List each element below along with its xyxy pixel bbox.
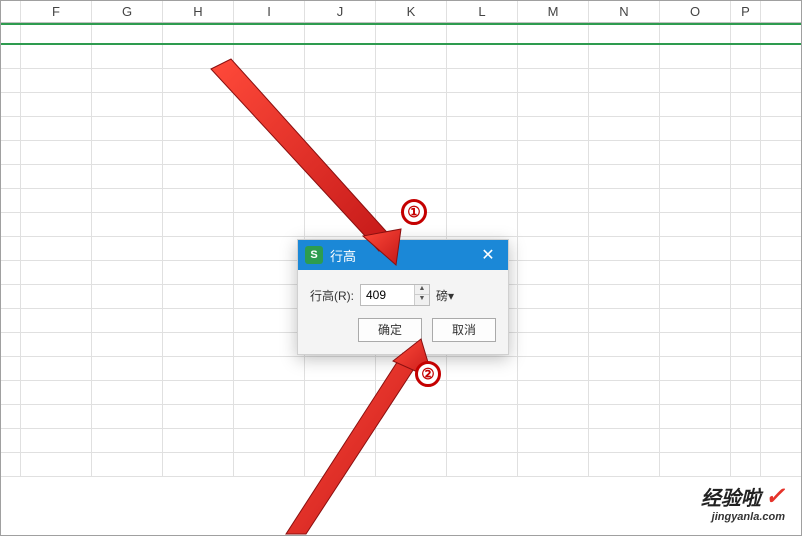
- table-row[interactable]: [1, 93, 801, 117]
- dialog-buttons: 确定 取消: [310, 318, 496, 342]
- column-headers-row: F G H I J K L M N O P: [1, 1, 801, 23]
- col-header-K[interactable]: K: [376, 1, 447, 22]
- dialog-title: 行高: [330, 246, 468, 265]
- col-header-J[interactable]: J: [305, 1, 376, 22]
- check-icon: ✓: [765, 482, 785, 511]
- table-row[interactable]: [1, 429, 801, 453]
- table-row[interactable]: [1, 141, 801, 165]
- col-header-H[interactable]: H: [163, 1, 234, 22]
- table-row[interactable]: [1, 357, 801, 381]
- watermark-url: jingyanla.com: [701, 511, 785, 523]
- row-height-dialog: S 行高 ✕ 行高(R): 409 ▲ ▼ 磅▾ 确定 取消: [297, 239, 509, 355]
- col-header-L[interactable]: L: [447, 1, 518, 22]
- col-header-I[interactable]: I: [234, 1, 305, 22]
- spinner-up-icon[interactable]: ▲: [415, 285, 429, 295]
- ok-button[interactable]: 确定: [358, 318, 422, 342]
- col-header-M[interactable]: M: [518, 1, 589, 22]
- watermark: 经验啦 ✓ jingyanla.com: [701, 482, 785, 523]
- marker-2: ②: [415, 361, 441, 387]
- table-row[interactable]: [1, 405, 801, 429]
- table-row[interactable]: [1, 453, 801, 477]
- row-height-input[interactable]: 409 ▲ ▼: [360, 284, 430, 306]
- selected-row[interactable]: [1, 23, 801, 45]
- spinner-buttons: ▲ ▼: [414, 285, 429, 305]
- col-header-N[interactable]: N: [589, 1, 660, 22]
- table-row[interactable]: [1, 165, 801, 189]
- dialog-titlebar[interactable]: S 行高 ✕: [298, 240, 508, 270]
- row-height-label: 行高(R):: [310, 287, 354, 304]
- table-row[interactable]: [1, 69, 801, 93]
- col-header-gutter: [1, 1, 21, 22]
- close-icon[interactable]: ✕: [468, 240, 508, 270]
- dialog-body: 行高(R): 409 ▲ ▼ 磅▾ 确定 取消: [298, 270, 508, 354]
- col-header-P[interactable]: P: [731, 1, 761, 22]
- table-row[interactable]: [1, 45, 801, 69]
- table-row[interactable]: [1, 381, 801, 405]
- spinner-down-icon[interactable]: ▼: [415, 295, 429, 305]
- unit-dropdown[interactable]: 磅▾: [436, 287, 454, 304]
- cancel-button[interactable]: 取消: [432, 318, 496, 342]
- col-header-F[interactable]: F: [21, 1, 92, 22]
- input-row: 行高(R): 409 ▲ ▼ 磅▾: [310, 284, 496, 306]
- col-header-O[interactable]: O: [660, 1, 731, 22]
- marker-1: ①: [401, 199, 427, 225]
- col-header-G[interactable]: G: [92, 1, 163, 22]
- table-row[interactable]: [1, 117, 801, 141]
- watermark-text: 经验啦: [701, 482, 761, 511]
- app-icon: S: [305, 246, 323, 264]
- row-height-value: 409: [361, 288, 414, 302]
